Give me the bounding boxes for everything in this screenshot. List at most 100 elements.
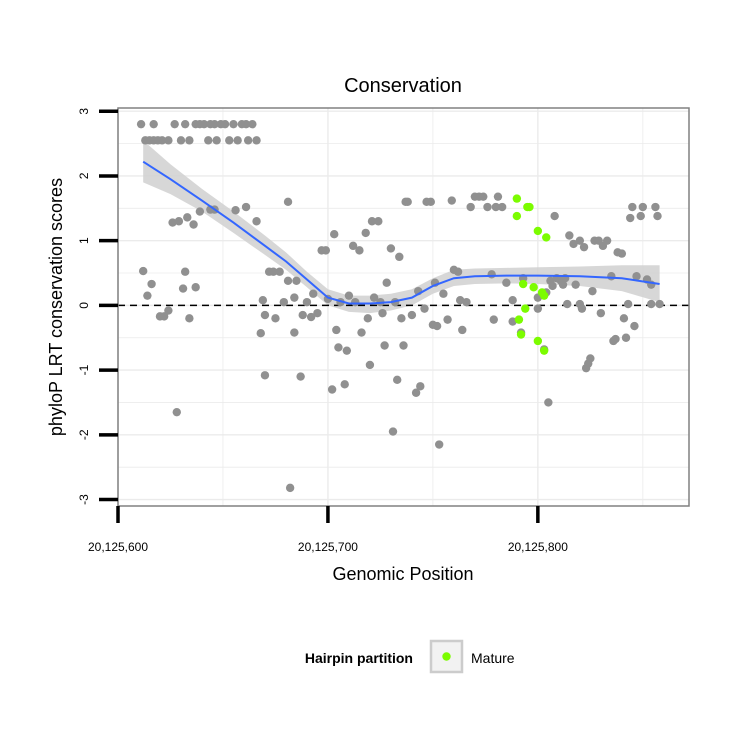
mature-point — [521, 304, 530, 313]
data-point — [327, 385, 337, 394]
data-point — [363, 314, 373, 323]
data-point — [220, 119, 230, 129]
data-point — [399, 341, 408, 350]
data-point — [260, 371, 270, 380]
data-point — [369, 293, 379, 302]
data-point — [630, 321, 639, 331]
data-point — [388, 427, 398, 436]
data-point — [241, 202, 251, 212]
data-point — [189, 220, 198, 229]
data-point — [302, 297, 312, 307]
data-point — [374, 217, 383, 226]
data-point — [579, 242, 589, 252]
data-point — [269, 267, 278, 276]
y-axis-label: phyloP LRT conservation scores — [46, 178, 66, 436]
data-point — [199, 119, 209, 129]
mature-point — [529, 283, 538, 292]
data-point — [628, 202, 637, 212]
data-point — [596, 308, 606, 318]
data-point — [432, 321, 442, 331]
legend: Hairpin partition Mature — [305, 639, 515, 674]
x-axis: 20,125,600 20,125,700 20,125,800 — [88, 506, 568, 554]
x-tick-label: 20,125,700 — [298, 540, 358, 554]
data-point — [420, 304, 429, 313]
data-point — [258, 296, 268, 305]
data-point — [292, 276, 301, 285]
data-point — [544, 398, 553, 407]
data-point — [143, 291, 152, 300]
data-point — [357, 328, 366, 337]
data-point — [653, 211, 662, 221]
mature-point — [539, 346, 549, 355]
data-point — [577, 304, 587, 313]
data-point — [229, 119, 238, 129]
data-point — [365, 360, 375, 370]
data-point — [180, 119, 190, 129]
data-point — [271, 314, 280, 323]
y-tick-label: 3 — [77, 108, 91, 115]
data-point — [416, 382, 425, 391]
data-point — [185, 136, 194, 145]
data-point — [351, 297, 360, 307]
chart-title: Conservation — [344, 75, 462, 97]
data-point — [611, 334, 620, 344]
data-point — [212, 136, 221, 145]
data-point — [619, 314, 629, 323]
data-point — [225, 136, 234, 145]
mature-points-layer — [512, 194, 551, 355]
data-point — [279, 297, 289, 307]
data-point — [170, 119, 179, 129]
data-point — [479, 192, 488, 201]
data-point — [632, 272, 641, 281]
data-point — [348, 241, 358, 251]
data-point — [395, 252, 404, 262]
data-point — [651, 202, 660, 212]
data-point — [172, 407, 181, 417]
data-point — [378, 308, 387, 318]
data-point — [487, 270, 496, 279]
data-point — [306, 312, 316, 322]
data-point — [157, 136, 167, 145]
data-point — [397, 314, 406, 323]
data-point — [458, 325, 467, 335]
data-point — [164, 136, 173, 145]
data-point — [210, 119, 219, 129]
data-point — [588, 286, 597, 296]
data-point — [355, 246, 364, 255]
data-point — [149, 119, 158, 129]
data-point — [623, 299, 633, 309]
data-point — [296, 372, 305, 381]
data-point — [275, 267, 284, 276]
data-point — [252, 136, 261, 145]
mature-point — [525, 202, 534, 212]
data-point — [248, 119, 257, 129]
mature-point — [518, 279, 528, 289]
data-point — [138, 266, 148, 276]
data-point — [462, 297, 471, 307]
data-point — [489, 315, 498, 324]
y-tick-label: 1 — [77, 237, 91, 244]
data-point — [252, 217, 261, 226]
data-point — [330, 229, 339, 239]
data-point — [393, 375, 402, 385]
data-point — [243, 136, 253, 145]
data-point — [183, 213, 192, 222]
y-tick-label: 0 — [77, 302, 91, 309]
data-point — [548, 281, 557, 291]
y-tick-label: 2 — [77, 172, 91, 179]
data-point — [174, 217, 184, 226]
data-point — [411, 388, 421, 397]
mature-point — [512, 194, 522, 203]
data-point — [497, 202, 507, 212]
data-point — [569, 239, 578, 249]
data-point — [439, 289, 448, 298]
data-point — [176, 136, 186, 145]
legend-label-mature: Mature — [471, 650, 515, 666]
data-point — [164, 306, 173, 315]
data-point — [602, 236, 612, 245]
data-point — [256, 329, 265, 338]
data-point — [159, 312, 169, 321]
x-tick-label: 20,125,600 — [88, 540, 148, 554]
data-point — [586, 354, 595, 363]
data-point — [321, 246, 331, 255]
